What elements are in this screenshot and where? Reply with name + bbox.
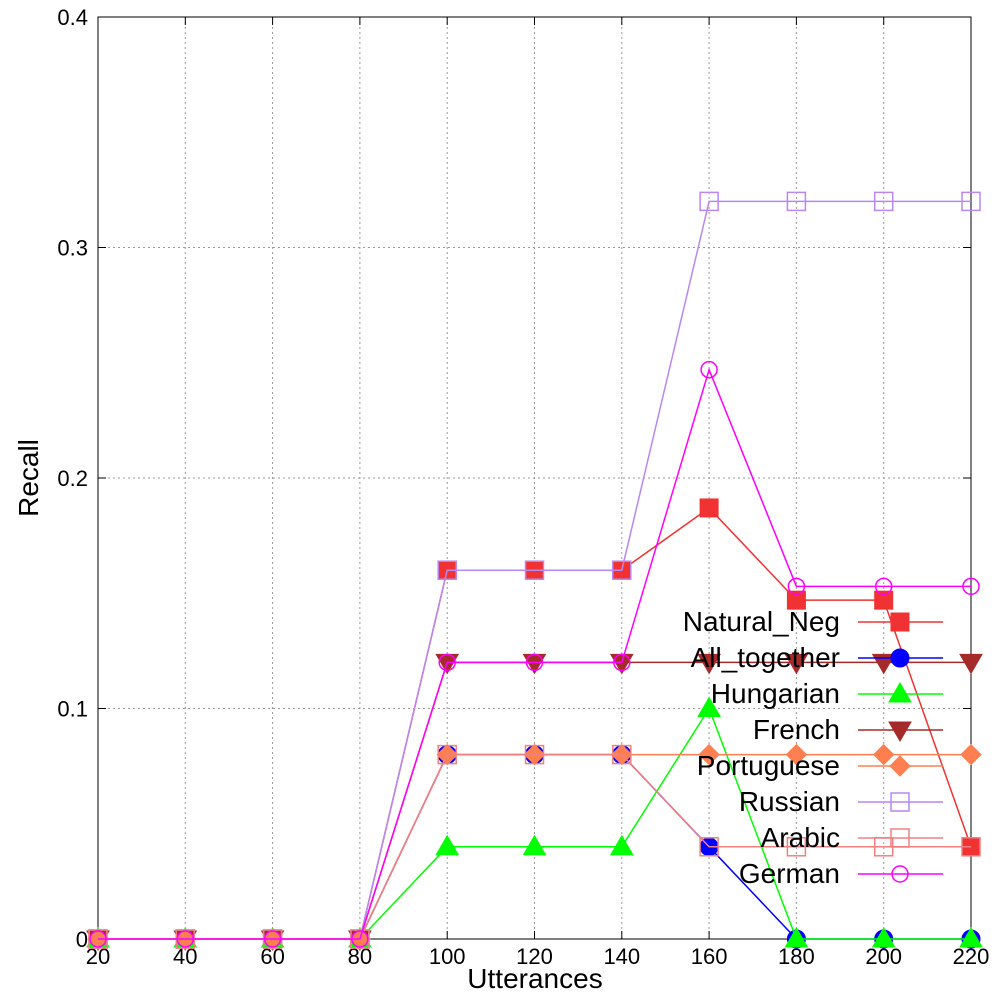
data-point-french	[959, 653, 983, 675]
data-point-german	[787, 577, 806, 596]
legend-label: Arabic	[761, 822, 840, 853]
data-point-arabic	[612, 744, 632, 765]
data-point-arabic	[699, 837, 719, 857]
data-point-russian	[612, 560, 632, 580]
data-point-german	[700, 360, 718, 379]
legend-marker-french	[888, 721, 912, 742]
legend-entry-russian: Russian	[739, 786, 943, 817]
y-tick-label: 0.3	[57, 236, 88, 261]
data-point-portuguese	[960, 743, 982, 766]
y-tick-label: 0	[76, 927, 88, 952]
legend-entry-arabic: Arabic	[761, 822, 943, 853]
data-point-arabic	[437, 744, 457, 765]
data-point-russian	[873, 191, 894, 212]
data-point-german	[351, 930, 369, 948]
legend-marker-german	[891, 865, 909, 883]
x-tick-label: 100	[429, 944, 466, 969]
data-point-french	[697, 653, 721, 675]
legend-label: Hungarian	[711, 678, 840, 709]
y-axis-title: Recall	[13, 439, 44, 517]
legend-marker-all-together	[890, 648, 910, 668]
data-point-natural-neg	[786, 590, 806, 610]
data-point-arabic	[786, 837, 807, 857]
data-point-hungarian	[784, 927, 809, 948]
x-tick-label: 160	[691, 944, 728, 969]
legend-label: Portuguese	[697, 750, 840, 781]
x-tick-label: 120	[516, 944, 553, 969]
legend-entry-natural-neg: Natural_Neg	[683, 606, 943, 637]
data-point-russian	[786, 191, 807, 212]
data-point-german	[438, 653, 456, 672]
y-tick-label: 0.2	[57, 466, 88, 491]
data-point-hungarian	[871, 927, 896, 948]
legend-marker-hungarian	[888, 682, 912, 703]
legend-entry-hungarian: Hungarian	[711, 678, 943, 709]
data-point-hungarian	[697, 696, 721, 717]
legend-entry-german: German	[739, 858, 943, 889]
legend-label: French	[753, 714, 840, 745]
legend-marker-arabic	[890, 828, 910, 848]
x-axis-title: Utterances	[467, 963, 602, 994]
data-point-russian	[699, 191, 719, 212]
data-point-hungarian	[959, 927, 983, 948]
data-point-hungarian	[522, 834, 547, 856]
series-german	[89, 360, 980, 948]
legend-label: Russian	[739, 786, 840, 817]
legend-marker-russian	[890, 792, 910, 812]
data-point-german	[613, 653, 631, 672]
legend-label: All_together	[691, 642, 840, 673]
legend-label: German	[739, 858, 840, 889]
data-point-french	[871, 653, 896, 675]
data-point-german	[263, 930, 282, 948]
series-line-german	[98, 367, 971, 940]
data-point-hungarian	[435, 834, 460, 856]
data-point-french	[784, 653, 809, 675]
legend-entry-all-together: All_together	[691, 642, 943, 673]
data-point-russian	[961, 191, 981, 212]
data-point-portuguese	[872, 743, 895, 766]
y-tick-label: 0.4	[57, 5, 88, 30]
data-point-hungarian	[609, 834, 634, 856]
data-point-german	[176, 930, 195, 948]
data-point-arabic	[961, 837, 981, 857]
data-point-german	[874, 577, 893, 596]
data-point-russian	[437, 560, 457, 580]
data-point-german	[89, 930, 107, 948]
legend-entry-portuguese: Portuguese	[697, 750, 943, 781]
legend-entry-french: French	[753, 714, 943, 745]
x-tick-label: 140	[603, 944, 640, 969]
legend-marker-portuguese	[889, 755, 911, 777]
data-point-natural-neg	[874, 590, 894, 610]
data-point-arabic	[524, 744, 545, 765]
data-point-portuguese	[698, 743, 720, 766]
data-point-natural-neg	[699, 498, 719, 518]
legend-label: Natural_Neg	[683, 606, 840, 637]
data-point-german	[525, 653, 544, 672]
data-point-portuguese	[785, 743, 808, 766]
legend-marker-natural-neg	[890, 612, 910, 632]
data-point-german	[962, 577, 980, 596]
legend: Natural_Neg All_together Hungarian French Po…	[683, 606, 943, 889]
data-point-russian	[524, 560, 545, 580]
y-tick-label: 0.1	[57, 697, 88, 722]
data-series	[86, 191, 983, 951]
grid-lines	[98, 17, 971, 939]
